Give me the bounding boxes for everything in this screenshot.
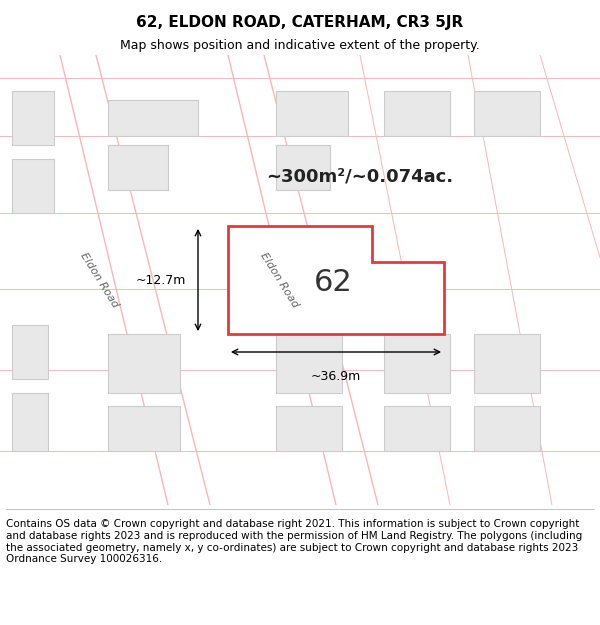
Polygon shape bbox=[384, 334, 450, 392]
Polygon shape bbox=[474, 334, 540, 392]
Polygon shape bbox=[474, 91, 540, 136]
Polygon shape bbox=[12, 325, 48, 379]
Polygon shape bbox=[108, 334, 180, 392]
Polygon shape bbox=[108, 406, 180, 451]
Polygon shape bbox=[12, 392, 48, 451]
Polygon shape bbox=[108, 145, 168, 190]
Polygon shape bbox=[276, 406, 342, 451]
Text: Eldon Road: Eldon Road bbox=[258, 251, 300, 309]
Text: Eldon Road: Eldon Road bbox=[78, 251, 120, 309]
Polygon shape bbox=[384, 91, 450, 136]
Text: 62: 62 bbox=[314, 268, 352, 297]
Text: Map shows position and indicative extent of the property.: Map shows position and indicative extent… bbox=[120, 39, 480, 51]
Polygon shape bbox=[474, 406, 540, 451]
Polygon shape bbox=[12, 159, 54, 212]
Polygon shape bbox=[108, 100, 198, 136]
Text: ~300m²/~0.074ac.: ~300m²/~0.074ac. bbox=[266, 168, 454, 186]
Polygon shape bbox=[384, 406, 450, 451]
Polygon shape bbox=[276, 91, 348, 136]
Polygon shape bbox=[276, 145, 330, 190]
Text: ~12.7m: ~12.7m bbox=[136, 274, 186, 286]
Polygon shape bbox=[12, 91, 54, 145]
Text: Contains OS data © Crown copyright and database right 2021. This information is : Contains OS data © Crown copyright and d… bbox=[6, 519, 582, 564]
Polygon shape bbox=[228, 226, 444, 334]
Polygon shape bbox=[276, 334, 342, 392]
Text: ~36.9m: ~36.9m bbox=[311, 370, 361, 383]
Text: 62, ELDON ROAD, CATERHAM, CR3 5JR: 62, ELDON ROAD, CATERHAM, CR3 5JR bbox=[136, 16, 464, 31]
